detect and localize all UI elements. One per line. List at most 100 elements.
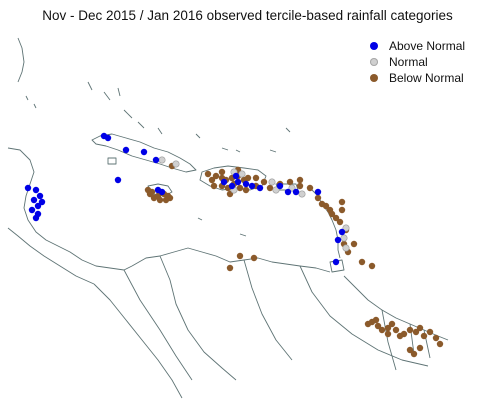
below-normal-station-marker (426, 328, 434, 336)
below-normal-station-marker (332, 214, 340, 222)
below-normal-station-marker (368, 262, 376, 270)
below-normal-station-marker (384, 330, 392, 338)
below-normal-station-marker (338, 198, 346, 206)
normal-normal-station-marker (342, 224, 350, 232)
below-normal-station-marker (226, 264, 234, 272)
above-normal-station-marker (24, 184, 32, 192)
country-borders (123, 255, 431, 381)
below-normal-swatch (370, 74, 378, 82)
central-america-coast (7, 147, 133, 271)
legend-label: Below Normal (389, 71, 464, 85)
below-normal-station-marker (322, 202, 330, 210)
above-normal-station-marker (114, 176, 122, 184)
legend-item-normal: Normal (370, 54, 465, 70)
below-normal-station-marker (406, 346, 414, 354)
below-normal-station-marker (388, 320, 396, 328)
normal-normal-station-marker (238, 170, 246, 178)
below-normal-station-marker (396, 332, 404, 340)
normal-normal-station-marker (158, 156, 166, 164)
guianas-coast (343, 275, 449, 341)
above-normal-station-marker (28, 206, 36, 214)
above-normal-station-marker (38, 198, 46, 206)
below-normal-station-marker (374, 322, 382, 330)
normal-swatch (370, 58, 378, 66)
above-normal-station-marker (338, 228, 346, 236)
above-normal-station-marker (36, 192, 44, 200)
normal-normal-station-marker (298, 190, 306, 198)
below-normal-station-marker (146, 190, 154, 198)
below-normal-station-marker (350, 240, 358, 248)
below-normal-station-marker (392, 326, 400, 334)
below-normal-station-marker (416, 344, 424, 352)
below-normal-station-marker (150, 194, 158, 202)
normal-normal-station-marker (342, 244, 350, 252)
below-normal-station-marker (244, 174, 252, 182)
legend-label: Above Normal (389, 39, 466, 53)
above-normal-swatch (370, 42, 378, 50)
above-normal-station-marker (248, 182, 256, 190)
south-america-north-coast (131, 247, 331, 273)
above-normal-station-marker (232, 172, 240, 180)
below-normal-station-marker (432, 334, 440, 342)
above-normal-station-marker (292, 188, 300, 196)
below-normal-station-marker (420, 332, 428, 340)
florida-coast (17, 37, 25, 83)
below-normal-station-marker (266, 184, 274, 192)
below-normal-station-marker (162, 196, 170, 204)
station-markers (24, 132, 444, 358)
coastlines (7, 37, 449, 399)
below-normal-station-marker (260, 178, 268, 186)
below-normal-station-marker (250, 254, 258, 262)
below-normal-station-marker (328, 210, 336, 218)
above-normal-station-marker (122, 146, 130, 154)
below-normal-station-marker (384, 324, 392, 332)
normal-normal-station-marker (288, 184, 296, 192)
below-normal-station-marker (364, 320, 372, 328)
above-normal-station-marker (284, 188, 292, 196)
isla-juventud (107, 157, 117, 165)
below-normal-station-marker (306, 184, 314, 192)
above-normal-station-marker (158, 188, 166, 196)
below-normal-station-marker (252, 174, 260, 182)
legend-label: Normal (389, 55, 428, 69)
above-normal-station-marker (32, 186, 40, 194)
below-normal-station-marker (412, 328, 420, 336)
map-legend: Above Normal Normal Below Normal (370, 38, 465, 86)
below-normal-station-marker (378, 326, 386, 334)
below-normal-station-marker (410, 350, 418, 358)
above-normal-station-marker (234, 178, 242, 186)
below-normal-station-marker (286, 178, 294, 186)
above-normal-station-marker (332, 258, 340, 266)
normal-normal-station-marker (340, 234, 348, 242)
below-normal-station-marker (296, 182, 304, 190)
cuba-coast (91, 133, 197, 173)
below-normal-station-marker (436, 340, 444, 348)
below-normal-station-marker (242, 186, 250, 194)
below-normal-station-marker (314, 194, 322, 202)
above-normal-station-marker (228, 182, 236, 190)
normal-normal-station-marker (172, 160, 180, 168)
map-title: Nov - Dec 2015 / Jan 2016 observed terci… (42, 8, 453, 23)
above-normal-station-marker (152, 156, 160, 164)
above-normal-station-marker (242, 180, 250, 188)
above-normal-station-marker (140, 148, 148, 156)
below-normal-station-marker (208, 176, 216, 184)
below-normal-station-marker (236, 184, 244, 192)
normal-normal-station-marker (272, 186, 280, 194)
normal-normal-station-marker (268, 178, 276, 186)
below-normal-station-marker (416, 324, 424, 332)
south-edge (93, 283, 183, 399)
above-normal-station-marker (314, 188, 322, 196)
below-normal-station-marker (210, 182, 218, 190)
below-normal-station-marker (212, 172, 220, 180)
below-normal-station-marker (358, 258, 366, 266)
above-normal-station-marker (276, 182, 284, 190)
below-normal-station-marker (218, 168, 226, 176)
legend-item-above: Above Normal (370, 38, 465, 54)
above-normal-station-marker (100, 132, 108, 140)
legend-item-below: Below Normal (370, 70, 465, 86)
below-normal-station-marker (336, 218, 344, 226)
above-normal-station-marker (32, 214, 40, 222)
